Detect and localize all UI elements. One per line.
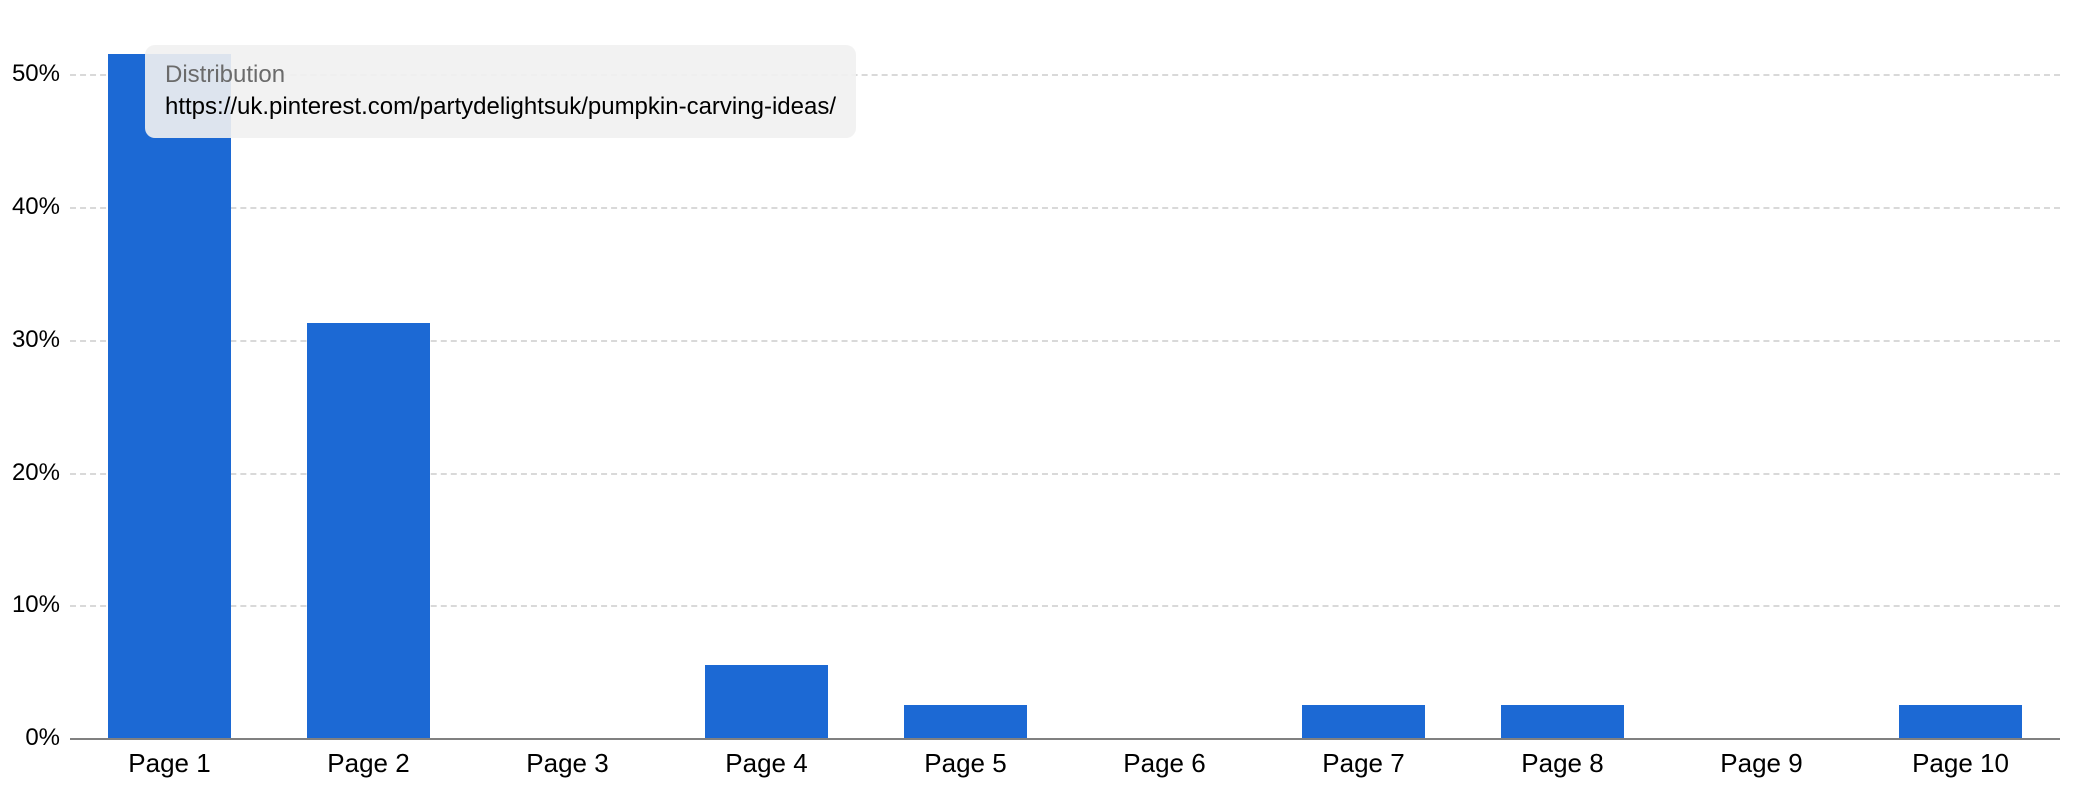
y-tick-label: 30% (12, 326, 70, 354)
tooltip-title: Distribution (165, 59, 836, 91)
x-tick-label: Page 2 (327, 738, 409, 779)
y-tick-label: 20% (12, 459, 70, 487)
tooltip-url: https://uk.pinterest.com/partydelightsuk… (165, 91, 836, 123)
distribution-bar-chart: 0% 10% 20% 30% 40% 50% Page 1 Page 2 Page 3 Page … (0, 0, 2078, 800)
x-tick-label: Page 3 (526, 738, 608, 779)
y-tick-label: 0% (25, 724, 70, 752)
bar[interactable] (307, 323, 430, 738)
bar[interactable] (1302, 705, 1425, 738)
y-tick-label: 10% (12, 591, 70, 619)
x-tick-label: Page 7 (1322, 738, 1404, 779)
bar[interactable] (108, 54, 231, 738)
x-tick-label: Page 10 (1912, 738, 2009, 779)
bar[interactable] (904, 705, 1027, 738)
y-tick-label: 40% (12, 193, 70, 221)
bar[interactable] (1899, 705, 2022, 738)
gridline (70, 207, 2060, 209)
x-tick-label: Page 5 (924, 738, 1006, 779)
x-tick-label: Page 1 (128, 738, 210, 779)
x-tick-label: Page 6 (1123, 738, 1205, 779)
x-tick-label: Page 4 (725, 738, 807, 779)
chart-tooltip: Distribution https://uk.pinterest.com/pa… (145, 45, 856, 138)
bar[interactable] (705, 665, 828, 738)
y-tick-label: 50% (12, 60, 70, 88)
x-tick-label: Page 8 (1521, 738, 1603, 779)
x-tick-label: Page 9 (1720, 738, 1802, 779)
bar[interactable] (1501, 705, 1624, 738)
